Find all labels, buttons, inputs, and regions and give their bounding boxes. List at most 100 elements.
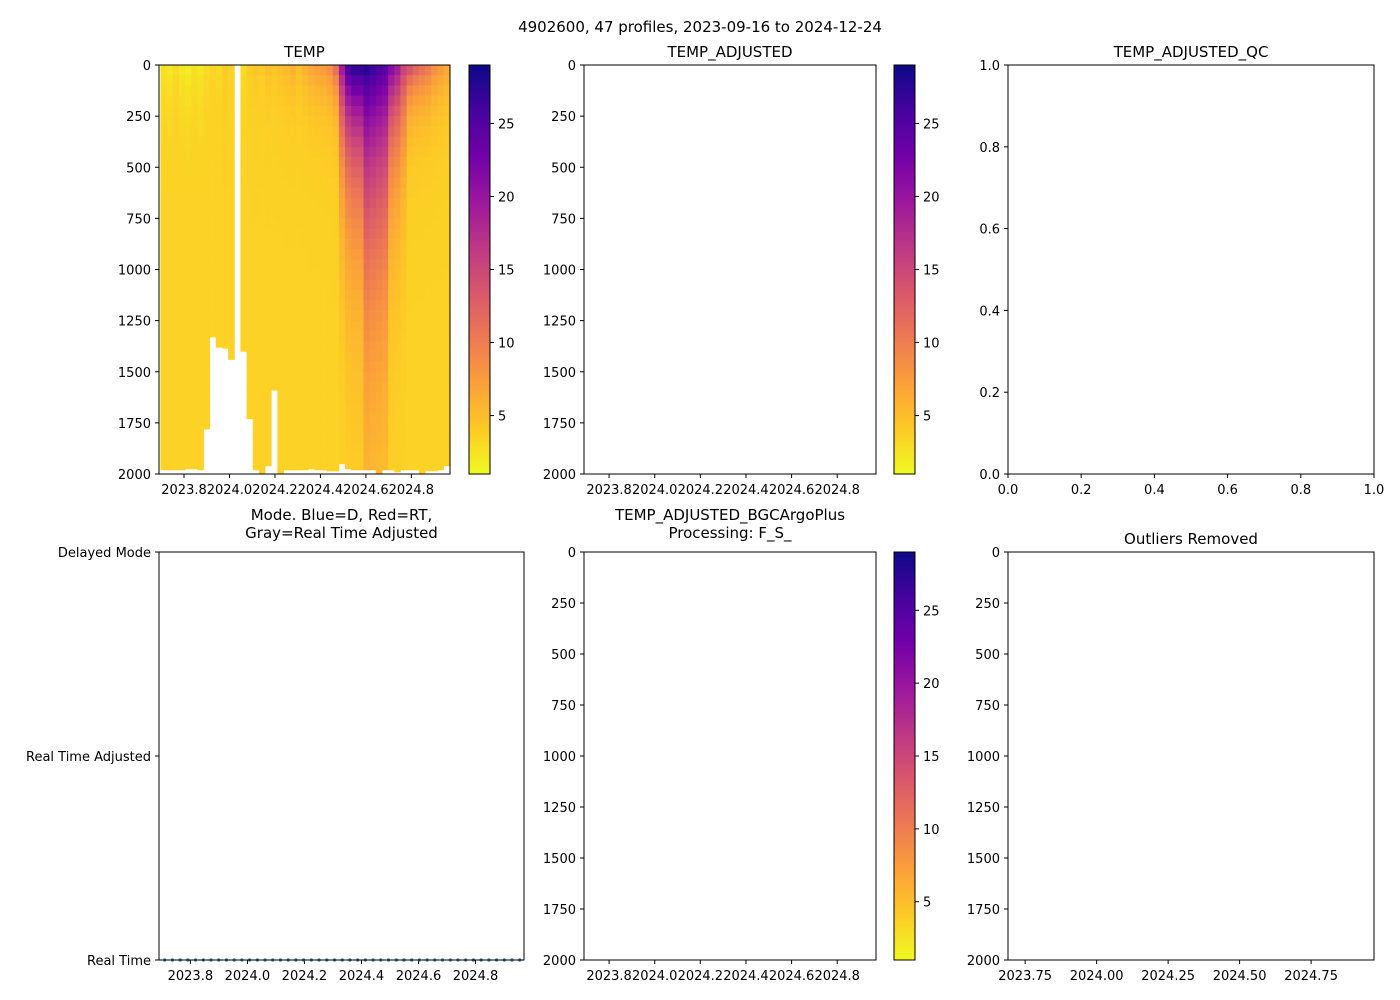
heatmap-cell [301, 279, 309, 291]
heatmap-cell [406, 422, 414, 434]
heatmap-cell [437, 279, 444, 291]
heatmap-cell [222, 228, 229, 240]
heatmap-cell [320, 259, 327, 270]
heatmap-cell [425, 300, 432, 311]
heatmap-cell [425, 279, 432, 291]
heatmap-cell [351, 249, 358, 260]
y-tick-label: 1750 [543, 417, 576, 432]
heatmap-cell [185, 238, 192, 250]
heatmap-cell [172, 330, 180, 342]
colorbar-tick-label: 10 [923, 337, 940, 352]
heatmap-cell [381, 402, 389, 414]
heatmap-cell [375, 116, 383, 127]
heatmap-cell [431, 330, 438, 342]
heatmap-cell [425, 157, 432, 168]
heatmap-cell [425, 330, 432, 342]
heatmap-cell [363, 412, 371, 424]
heatmap-cell [228, 116, 235, 127]
heatmap-cell [351, 116, 358, 127]
heatmap-cell [406, 126, 414, 137]
heatmap-cell [369, 157, 377, 168]
heatmap-cell [289, 443, 297, 454]
heatmap-cell [437, 300, 444, 311]
heatmap-cell [326, 157, 334, 168]
heatmap-cell [240, 65, 248, 76]
heatmap-cell [332, 412, 340, 424]
heatmap-cell [283, 269, 291, 281]
heatmap-cell [314, 208, 321, 219]
heatmap-cell [172, 197, 180, 209]
heatmap-cell [308, 75, 315, 86]
heatmap-cell [185, 75, 192, 86]
heatmap-cell [351, 289, 358, 301]
heatmap-cell [166, 351, 174, 362]
heatmap-cell [289, 238, 297, 250]
heatmap-cell [215, 95, 223, 107]
heatmap-cell [160, 95, 168, 107]
heatmap-cell [381, 443, 389, 454]
heatmap-cell [271, 330, 278, 342]
heatmap-cell [345, 361, 352, 373]
heatmap-cell [172, 167, 180, 178]
heatmap-cell [166, 279, 174, 291]
heatmap-cell [246, 95, 254, 107]
heatmap-cell [338, 371, 346, 383]
heatmap-cell [381, 177, 389, 189]
heatmap-cell [246, 330, 254, 342]
heatmap-cell [314, 463, 321, 471]
heatmap-cell [277, 136, 284, 148]
heatmap-cell [178, 95, 186, 107]
heatmap-cell [394, 126, 401, 137]
heatmap-cell [431, 289, 438, 301]
heatmap-cell [375, 238, 383, 250]
heatmap-cell [166, 228, 174, 240]
heatmap-cell [418, 392, 426, 403]
heatmap-cell [172, 300, 180, 311]
heatmap-cell [209, 228, 217, 240]
heatmap-cell [388, 218, 395, 230]
heatmap-cell [412, 187, 420, 199]
heatmap-cell [326, 136, 334, 148]
heatmap-cell [228, 218, 235, 230]
heatmap-cell [215, 228, 223, 240]
heatmap-cell [289, 351, 297, 362]
heatmap-cell [203, 116, 211, 127]
heatmap-cell [166, 310, 174, 322]
heatmap-cell [406, 330, 414, 342]
heatmap-cell [351, 126, 358, 137]
heatmap-cell [357, 289, 364, 301]
heatmap-cell [289, 453, 297, 465]
heatmap-cell [400, 361, 407, 373]
heatmap-cell [185, 126, 192, 137]
heatmap-cell [388, 65, 395, 76]
heatmap-cell [295, 177, 303, 189]
heatmap-cell [295, 218, 303, 230]
heatmap-cell [295, 351, 303, 362]
heatmap-cell [277, 177, 284, 189]
heatmap-cell [418, 422, 426, 434]
heatmap-cell [357, 269, 364, 281]
heatmap-cell [400, 249, 407, 260]
colorbar-tick-label: 5 [498, 410, 506, 425]
heatmap-cell [246, 228, 254, 240]
heatmap-cell [381, 259, 389, 270]
heatmap-cell [172, 259, 180, 270]
heatmap-cell [308, 453, 315, 465]
heatmap-cell [289, 320, 297, 332]
heatmap-cell [326, 433, 334, 444]
heatmap-cell [418, 197, 426, 209]
heatmap-cell [228, 167, 235, 178]
heatmap-cell [191, 177, 198, 189]
heatmap-cell [185, 463, 192, 470]
heatmap-cell [443, 249, 451, 260]
heatmap-cell [289, 463, 297, 471]
heatmap-cell [345, 146, 352, 158]
heatmap-cell [265, 238, 272, 250]
heatmap-cell [357, 463, 364, 471]
heatmap-cell [277, 218, 284, 230]
heatmap-cell [332, 85, 340, 97]
heatmap-cell [375, 289, 383, 301]
heatmap-cell [215, 105, 223, 117]
y-tick-label: 0.2 [979, 386, 1000, 401]
heatmap-cell [425, 187, 432, 199]
